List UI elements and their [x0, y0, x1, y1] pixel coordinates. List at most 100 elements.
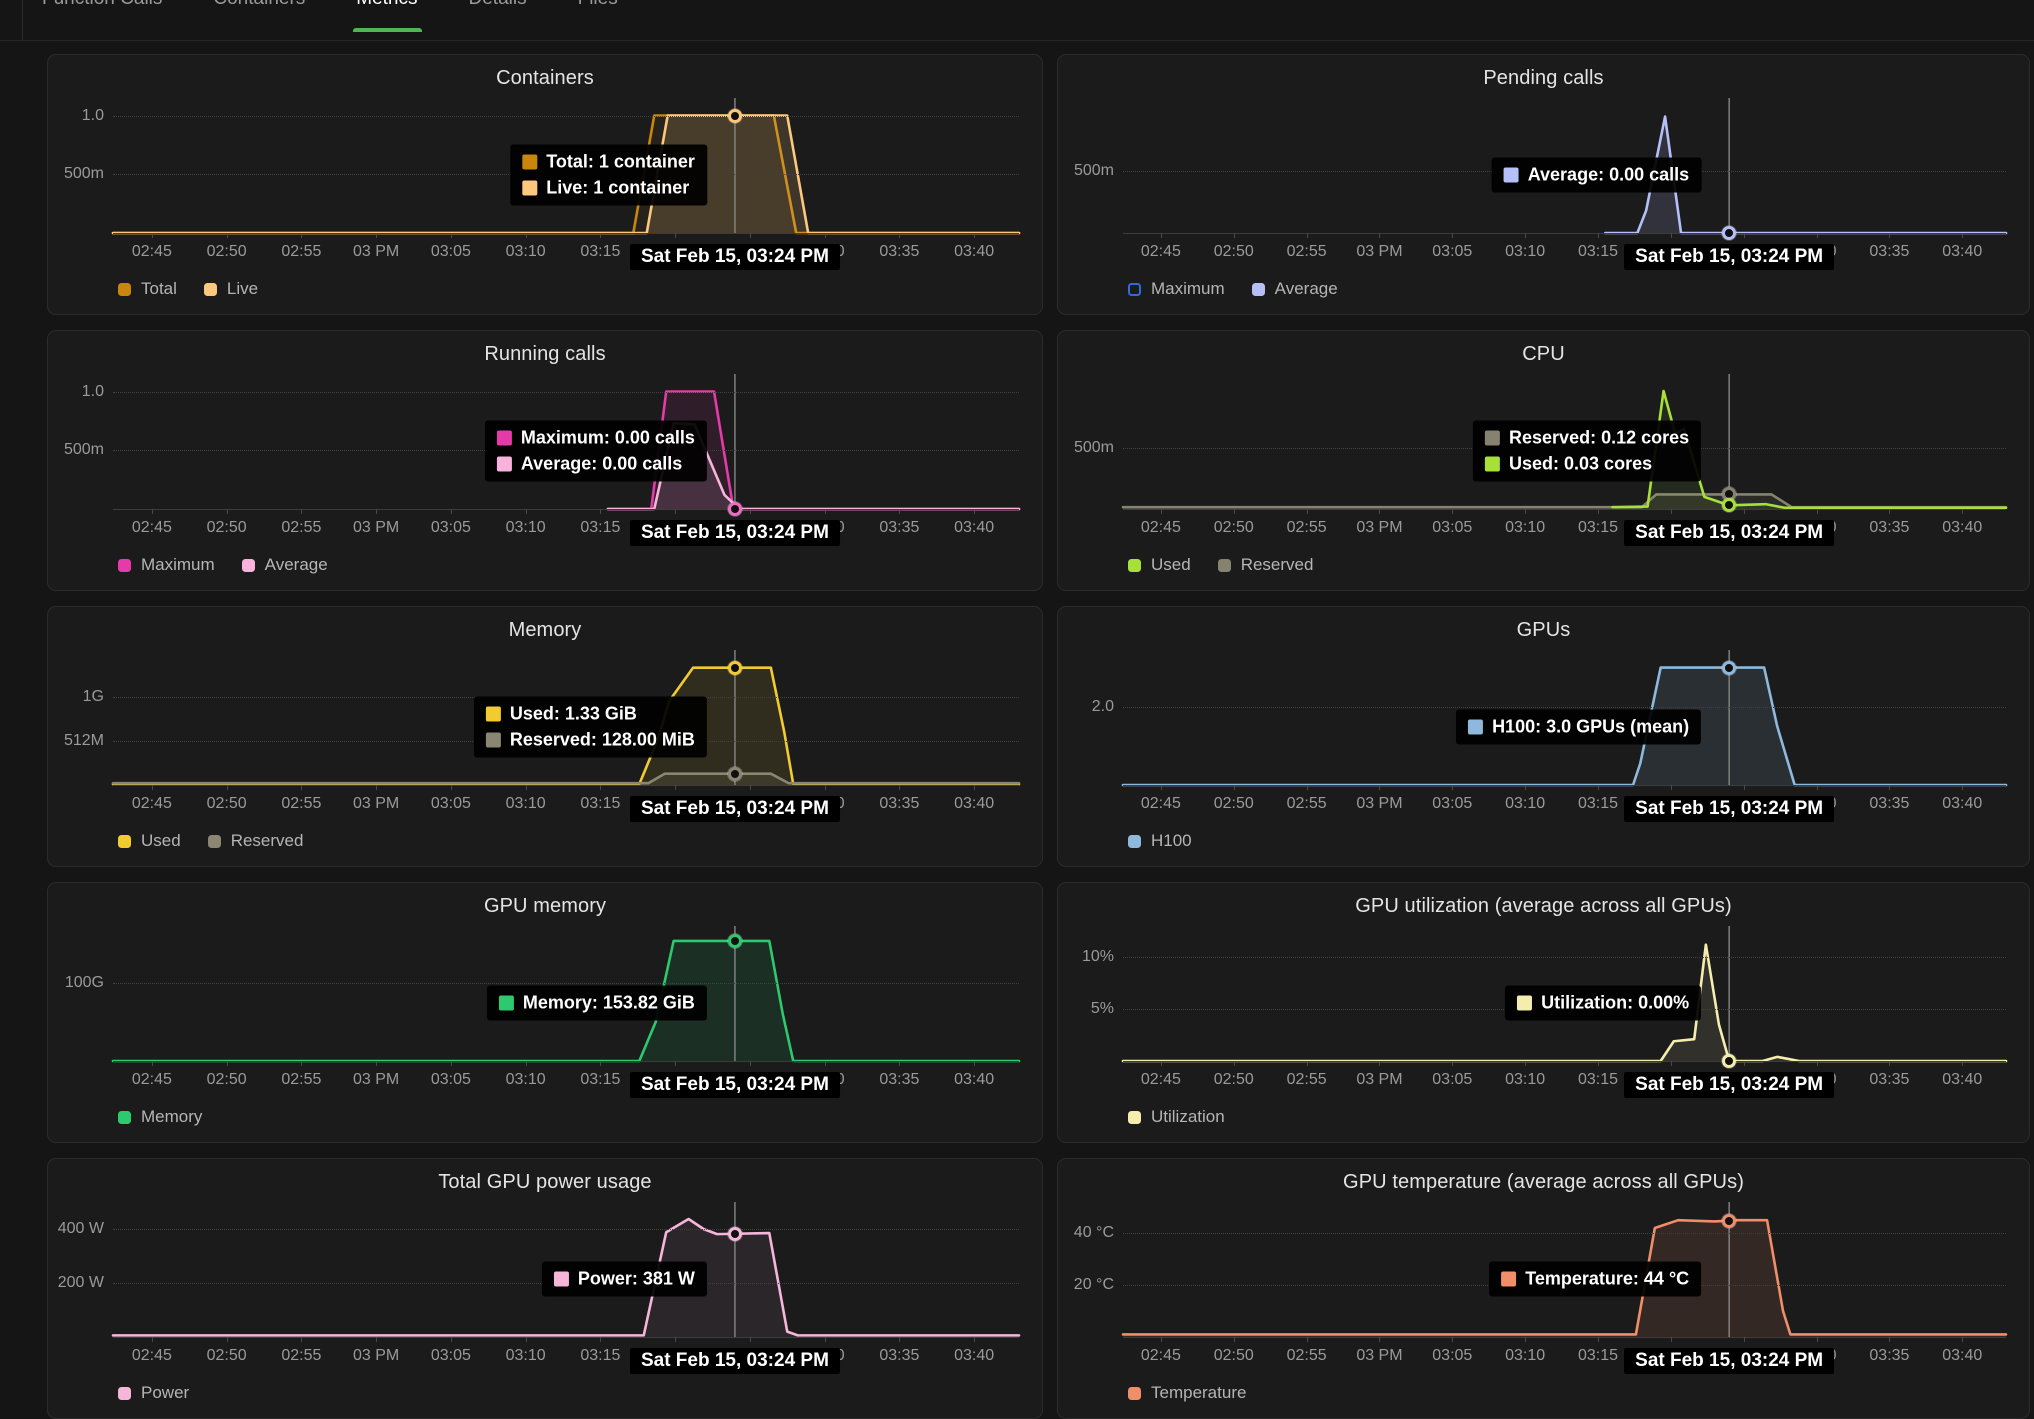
x-tick-mark	[376, 233, 378, 238]
x-tick-label: 03:10	[1505, 243, 1546, 260]
tooltip-series-value: Average: 0.00 calls	[520, 453, 683, 474]
x-tick-mark	[1962, 509, 1964, 514]
x-tick-label: 03:35	[1869, 243, 1910, 260]
x-tick-mark	[675, 1337, 677, 1342]
chart-plot-area[interactable]: 10% 5% 02:45 02:50 02:55 03 PM 03:05 03:10 03:15…	[1082, 926, 2006, 1098]
legend-item-h100[interactable]: H100	[1128, 831, 1192, 851]
x-tick-mark	[600, 1337, 602, 1342]
hover-tooltip: Total: 1 container Live: 1 container	[510, 144, 707, 206]
tab-containers[interactable]: Containers	[213, 0, 305, 40]
x-axis-line	[113, 233, 1019, 234]
x-tick-mark	[1816, 1061, 1818, 1066]
x-tick-label: 02:50	[1213, 795, 1254, 812]
legend-item-average[interactable]: Average	[241, 555, 328, 575]
x-tick-mark	[1889, 509, 1891, 514]
y-axis-label: 512M	[63, 731, 104, 749]
tooltip-row: Utilization: 0.00%	[1517, 992, 1689, 1013]
x-tick-mark	[1598, 1337, 1599, 1342]
tab-metrics[interactable]: Metrics	[353, 0, 422, 40]
hover-date-label: Sat Feb 15, 03:24 PM	[1624, 244, 1835, 270]
legend-item-live[interactable]: Live	[203, 279, 258, 299]
tab-details[interactable]: Details	[469, 0, 527, 40]
x-tick-mark	[301, 1337, 303, 1342]
legend-item-maximum[interactable]: Maximum	[1128, 279, 1225, 299]
chart-plot-area[interactable]: 400 W 200 W 02:45 02:50 02:55 03 PM 03:05 03:10…	[58, 1202, 1019, 1374]
x-tick-label: 02:50	[206, 519, 247, 536]
legend-item-reserved[interactable]: Reserved	[207, 831, 303, 851]
tab-files[interactable]: Files	[578, 0, 618, 40]
x-tick-mark	[749, 509, 751, 514]
legend-item-average[interactable]: Average	[1251, 279, 1338, 299]
chart-plot-area[interactable]: 2.0 02:45 02:50 02:55 03 PM 03:05 03:10 03:15 03…	[1092, 650, 2006, 822]
hover-date-label: Sat Feb 15, 03:24 PM	[629, 1348, 840, 1374]
legend-item-reserved[interactable]: Reserved	[1217, 555, 1313, 575]
hover-tooltip: Reserved: 0.12 cores Used: 0.03 cores	[1473, 420, 1702, 482]
legend-item-temperature[interactable]: Temperature	[1128, 1383, 1246, 1403]
legend-item-utilization[interactable]: Utilization	[1128, 1107, 1225, 1127]
legend-label: Used	[1151, 555, 1191, 574]
x-tick-mark	[749, 1061, 751, 1066]
chart-plot-area[interactable]: 100G 02:45 02:50 02:55 03 PM 03:05 03:10 03:15 0…	[65, 926, 1019, 1098]
chart-legend: Utilization	[1128, 1107, 1225, 1127]
x-tick-mark	[525, 233, 527, 238]
x-tick-mark	[1962, 233, 1964, 238]
tooltip-series-value: Average: 0.00 calls	[1527, 164, 1690, 185]
tooltip-series-swatch	[522, 154, 538, 170]
chart-plot-area[interactable]: 40 °C 20 °C 02:45 02:50 02:55 03 PM 03:05 03:10…	[1074, 1202, 2006, 1374]
hover-date-label: Sat Feb 15, 03:24 PM	[629, 520, 840, 546]
x-tick-label: 02:55	[1286, 795, 1327, 812]
chart-plot-area[interactable]: 1.0 500m 02:45 02:50 02:55 03 PM 03:05 03:10 03:…	[64, 374, 1019, 546]
hover-tooltip: Power: 381 W	[541, 1261, 707, 1297]
tooltip-series-value: Temperature: 44 °C	[1525, 1268, 1690, 1289]
x-tick-label: 02:45	[1140, 1071, 1181, 1088]
tooltip-series-swatch	[1503, 167, 1519, 183]
chart-panel-gpu-utilization: GPU utilization (average across all GPUs…	[1057, 882, 2030, 1143]
x-axis-line	[1123, 1061, 2006, 1062]
tooltip-series-value: Live: 1 container	[546, 177, 690, 198]
y-axis-label: 1G	[82, 687, 104, 705]
series-area-average	[1605, 116, 2006, 233]
x-tick-mark	[1816, 233, 1818, 238]
x-tick-mark	[899, 1337, 901, 1342]
legend-item-used[interactable]: Used	[118, 831, 181, 851]
x-tick-mark	[1816, 785, 1818, 790]
x-tick-mark	[376, 1061, 378, 1066]
x-tick-mark	[1525, 1337, 1527, 1342]
x-tick-mark	[1452, 509, 1454, 514]
x-tick-label: 03:35	[879, 795, 920, 812]
series-line-reserved	[1123, 494, 2006, 507]
x-tick-mark	[1233, 785, 1235, 790]
chart-plot-area[interactable]: 500m 02:45 02:50 02:55 03 PM 03:05 03:10 03:15 0…	[1074, 374, 2006, 546]
chart-legend: Memory	[118, 1107, 202, 1127]
y-gridline	[113, 982, 1019, 984]
hover-point-marker	[1722, 1214, 1737, 1229]
x-tick-mark	[1889, 1061, 1891, 1066]
x-tick-label: 03:15	[1577, 1071, 1619, 1088]
x-tick-mark	[151, 1061, 153, 1066]
x-tick-mark	[749, 785, 751, 790]
chart-legend: Maximum Average	[1128, 279, 1338, 299]
x-tick-mark	[974, 1061, 976, 1066]
legend-item-total[interactable]: Total	[118, 279, 177, 299]
x-tick-mark	[974, 233, 976, 238]
x-tick-mark	[1816, 509, 1818, 514]
x-tick-mark	[1889, 785, 1891, 790]
chart-plot-area[interactable]: 1G 512M 02:45 02:50 02:55 03 PM 03:05 03:10 03:1…	[64, 650, 1019, 822]
series-line-utilization	[1123, 945, 2006, 1061]
legend-item-power[interactable]: Power	[118, 1383, 189, 1403]
x-tick-label: 03 PM	[1356, 243, 1403, 260]
legend-item-maximum[interactable]: Maximum	[118, 555, 215, 575]
chart-lines	[1123, 926, 2006, 1061]
chart-lines	[113, 650, 1019, 785]
x-tick-label: 02:45	[1140, 519, 1181, 536]
legend-item-used[interactable]: Used	[1128, 555, 1191, 575]
tab-function-calls[interactable]: Function Calls	[42, 0, 162, 40]
legend-item-memory[interactable]: Memory	[118, 1107, 202, 1127]
x-tick-mark	[1379, 509, 1381, 514]
legend-swatch	[118, 1386, 131, 1400]
x-tick-mark	[824, 1061, 826, 1066]
x-tick-mark	[376, 509, 378, 514]
hover-point-marker	[1722, 660, 1737, 675]
chart-plot-area[interactable]: 500m 02:45 02:50 02:55 03 PM 03:05 03:10 03:15 0…	[1074, 98, 2006, 270]
chart-plot-area[interactable]: 1.0 500m 02:45 02:50 02:55 03 PM 03:05 03:10 03:…	[64, 98, 1019, 270]
